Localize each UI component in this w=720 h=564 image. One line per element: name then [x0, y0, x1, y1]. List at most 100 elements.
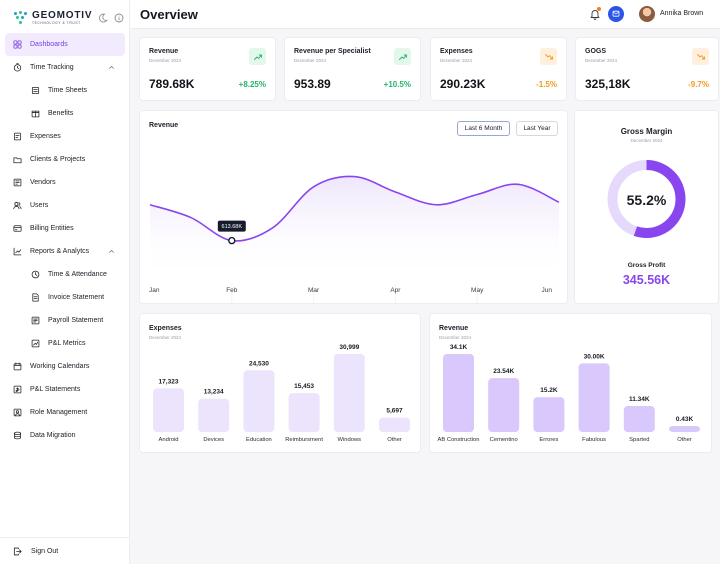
expenses-bar-card: Expenses December 2024 17,323 Android 13,2… [139, 313, 421, 453]
kpi-card-revenue: Revenue December 2024 789.68K +8.25% [139, 37, 276, 101]
sidebar-nav: Dashboards Time Tracking Time Sheets Benefi… [5, 33, 125, 447]
bar-value-label: 17,323 [159, 378, 179, 385]
bar-category-label: Education [246, 437, 272, 443]
sidebar-item-label: Invoice Statement [48, 294, 105, 301]
sidebar-item-data-migration[interactable]: Data Migration [5, 424, 125, 447]
kpi-change: -1.5% [536, 80, 557, 89]
kpi-value: 290.23K [440, 77, 486, 91]
kpi-change: -9.7% [688, 80, 709, 89]
bar-value-label: 24,530 [249, 360, 269, 367]
sidebar-item-time-and-attendance[interactable]: Time & Attendance [5, 263, 125, 286]
sidebar-item-label: Time Tracking [30, 64, 74, 71]
chevron-up-icon[interactable] [108, 248, 115, 255]
bar-value-label: 11.34K [629, 396, 650, 403]
sidebar-item-payroll-statement[interactable]: Payroll Statement [5, 309, 125, 332]
sidebar-item-pandl-statements[interactable]: P&L Statements [5, 378, 125, 401]
messages-button[interactable] [608, 6, 624, 22]
billing-icon [13, 225, 22, 232]
sidebar-item-label: Role Management [30, 409, 88, 416]
kpi-value: 325,18K [585, 77, 631, 91]
kpi-title: Revenue per Specialist [294, 48, 371, 55]
highlight-point[interactable] [228, 236, 236, 245]
sidebar-item-label: P&L Statements [30, 386, 81, 393]
range-last-year-button[interactable]: Last Year [516, 121, 558, 136]
page-title: Overview [140, 7, 198, 22]
sidebar-item-expenses[interactable]: Expenses [5, 125, 125, 148]
revenue-line-chart: Jan Feb Mar Apr May Jun 613.68K [149, 175, 560, 303]
revenue-chart-card: Revenue Last 6 Month Last Year Jan Feb Mar… [139, 110, 568, 304]
bar[interactable] [288, 393, 320, 432]
bar-value-label: 5,697 [386, 408, 403, 415]
bar-value-label: 23.54K [493, 368, 514, 375]
moon-icon[interactable] [98, 13, 108, 23]
sidebar-item-invoice-statement[interactable]: Invoice Statement [5, 286, 125, 309]
user-name[interactable]: Annika Brown [660, 10, 704, 17]
kpi-title: GOGS [585, 48, 607, 55]
expenses-bar-title: Expenses [149, 325, 182, 332]
bar[interactable] [333, 354, 365, 432]
trend-up-badge [394, 48, 411, 65]
gross-margin-percent: 55.2% [626, 192, 667, 208]
bar-value-label: 13,234 [204, 389, 224, 396]
sidebar-divider [0, 537, 130, 538]
avatar[interactable] [639, 6, 655, 22]
brand-logo[interactable]: GEOMOTIV TECHNOLOGY & TRUST [14, 10, 92, 26]
sidebar-item-vendors[interactable]: Vendors [5, 171, 125, 194]
sidebar-item-label: Time & Attendance [48, 271, 107, 278]
bar[interactable] [488, 378, 520, 432]
bar-category-label: AB Construction [438, 437, 480, 443]
clients-icon [13, 157, 22, 164]
sidebar-item-label: Dashboards [30, 41, 68, 48]
range-last-6-month-button[interactable]: Last 6 Month [457, 121, 510, 136]
sidebar-item-benefits[interactable]: Benefits [5, 102, 125, 125]
users-icon [13, 202, 22, 210]
sidebar-item-label: Vendors [30, 179, 56, 186]
bar[interactable] [198, 398, 230, 432]
revenue-bar-chart: 34.1K AB Construction 23.54K Cementino 15.2K… [438, 344, 700, 443]
x-tick-label: Feb [226, 287, 238, 294]
info-icon[interactable] [114, 13, 124, 23]
brand-name: GEOMOTIV [32, 9, 93, 21]
bar[interactable] [623, 406, 655, 432]
gross-margin-donut [607, 160, 686, 238]
timer-icon [13, 63, 22, 72]
kpi-period: December 2024 [440, 58, 473, 63]
sidebar-item-label: Payroll Statement [48, 317, 104, 324]
bar[interactable] [379, 417, 410, 432]
bar[interactable] [153, 388, 184, 432]
sign-out-icon [13, 547, 22, 555]
sidebar-item-pandl-metrics[interactable]: P&L Metrics [5, 332, 125, 355]
bar[interactable] [443, 354, 474, 432]
sidebar-item-label: Time Sheets [48, 87, 88, 94]
sidebar-item-users[interactable]: Users [5, 194, 125, 217]
bar-value-label: 34.1K [450, 344, 468, 351]
expenses-bar-chart: 17,323 Android 13,234 Devices 24,530 Educatio… [153, 344, 410, 443]
sidebar-item-clients-and-projects[interactable]: Clients & Projects [5, 148, 125, 171]
sidebar-item-label: Billing Entities [30, 225, 74, 232]
bar[interactable] [533, 397, 565, 432]
gross-margin-card: Gross Margin December 2024 55.2% Gross P… [574, 110, 719, 304]
bar-category-label: Devices [203, 437, 224, 443]
sidebar-item-time-sheets[interactable]: Time Sheets [5, 79, 125, 102]
sidebar-item-working-calendars[interactable]: Working Calendars [5, 355, 125, 378]
sidebar-item-time-tracking[interactable]: Time Tracking [5, 56, 125, 79]
x-tick-label: Jan [149, 287, 160, 294]
trend-down-icon [696, 53, 705, 59]
x-tick-label: Mar [308, 287, 320, 294]
sidebar-item-dashboards[interactable]: Dashboards [5, 33, 125, 56]
bar[interactable] [578, 363, 610, 432]
gross-margin-title: Gross Margin [620, 127, 673, 136]
sidebar-item-label: Clients & Projects [30, 156, 86, 163]
sidebar-item-billing-entities[interactable]: Billing Entities [5, 217, 125, 240]
statements-icon [13, 385, 22, 394]
sidebar-item-label: P&L Metrics [48, 340, 86, 347]
sign-out-button[interactable]: Sign Out [5, 540, 125, 562]
sidebar-item-role-management[interactable]: Role Management [5, 401, 125, 424]
revenue-line [149, 175, 560, 242]
sidebar-item-reports-and-analytcs[interactable]: Reports & Analytcs [5, 240, 125, 263]
bar-value-label: 15.2K [540, 387, 558, 394]
chevron-up-icon[interactable] [108, 64, 115, 71]
bar[interactable] [669, 426, 700, 432]
bar[interactable] [243, 370, 275, 432]
bell-icon[interactable] [589, 8, 601, 20]
